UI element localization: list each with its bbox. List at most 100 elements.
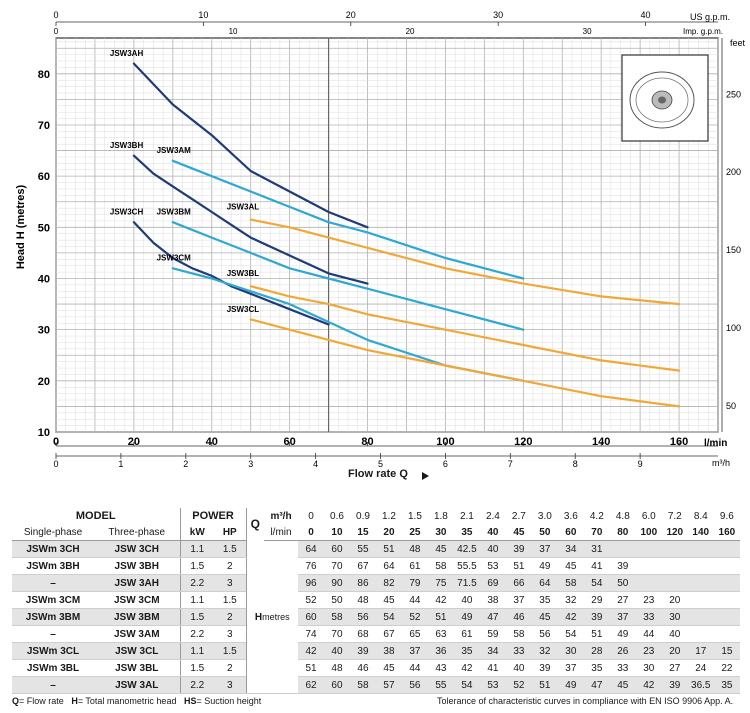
three-phase-model: JSW 3BL — [94, 659, 181, 677]
head-value: 27 — [609, 591, 636, 609]
head-value: 15 — [713, 642, 740, 660]
q-lmin-value: 100 — [635, 524, 662, 541]
head-value: 67 — [349, 557, 376, 575]
head-value — [687, 625, 714, 643]
top-unit-us: US g.p.m. — [690, 12, 730, 22]
head-value: 20 — [661, 591, 688, 609]
head-value: 39 — [349, 642, 376, 660]
head-value: 30 — [661, 608, 688, 626]
head-value: 71.5 — [453, 574, 480, 592]
q-lmin-value: 15 — [349, 524, 376, 541]
head-value: 51 — [505, 557, 532, 575]
series-label: JSW3AM — [157, 146, 192, 155]
head-value: 23 — [635, 642, 662, 660]
head-value: 64 — [298, 540, 324, 558]
q-lmin-value: 25 — [401, 524, 428, 541]
y-tick-label: 20 — [38, 376, 50, 388]
head-value: 45 — [531, 608, 558, 626]
head-value — [635, 574, 662, 592]
series-line-jsw3al — [249, 218, 681, 306]
y-tick-label: 80 — [38, 69, 50, 81]
head-value: 30 — [635, 659, 662, 677]
head-value: 67 — [375, 625, 402, 643]
series-line-jsw3bh — [132, 154, 369, 285]
head-value — [609, 540, 636, 558]
head-value: 60 — [324, 676, 350, 694]
series-label: JSW3CL — [227, 305, 260, 314]
head-value: 35 — [583, 659, 610, 677]
q-lmin-value: 20 — [375, 524, 402, 541]
three-phase-header: Three-phase — [94, 524, 181, 541]
power-hp: 2 — [214, 557, 247, 575]
series-line-jsw3ch — [132, 221, 330, 326]
head-value: 48 — [324, 659, 350, 677]
head-value: 50 — [609, 574, 636, 592]
head-value — [713, 625, 740, 643]
head-value: 64 — [531, 574, 558, 592]
h-metres-label: Hmetres — [245, 540, 299, 694]
head-value — [713, 591, 740, 609]
impeller-icon — [621, 54, 709, 142]
q-m3h-value: 8.4 — [693, 510, 708, 522]
us-gpm-tick-label: 20 — [346, 10, 356, 20]
q-lmin-value: 60 — [557, 524, 584, 541]
imp-gpm-tick-label: 10 — [229, 27, 238, 36]
power-hp: 1.5 — [214, 540, 247, 558]
head-value: 65 — [401, 625, 428, 643]
head-value: 55.5 — [453, 557, 480, 575]
head-value: 29 — [583, 591, 610, 609]
head-value: 58 — [324, 608, 350, 626]
power-hp: 3 — [214, 625, 247, 643]
x-axis-unit-m3h: m³/h — [712, 458, 730, 468]
q-lmin-value: 10 — [324, 524, 350, 541]
head-value: 74 — [298, 625, 324, 643]
head-value: 38 — [375, 642, 402, 660]
q-lmin-value: 70 — [583, 524, 610, 541]
head-value: 28 — [583, 642, 610, 660]
q-m3h-value: 2.4 — [485, 510, 500, 522]
us-gpm-tick-label: 0 — [53, 10, 58, 20]
q-m3h-value: 4.8 — [615, 510, 630, 522]
power-hp: 3 — [214, 574, 247, 592]
head-value: 68 — [349, 625, 376, 643]
head-value — [687, 540, 714, 558]
q-m3h-value: 0.9 — [356, 510, 370, 522]
head-value: 49 — [453, 608, 480, 626]
head-value: 42 — [427, 591, 454, 609]
head-value — [713, 540, 740, 558]
head-value: 66 — [505, 574, 532, 592]
imp-gpm-tick-label: 20 — [406, 27, 415, 36]
single-phase-model: JSWm 3CM — [12, 591, 94, 609]
x-tick-label: 60 — [284, 436, 296, 448]
head-value: 24 — [687, 659, 714, 677]
power-kw: 2.2 — [179, 676, 215, 694]
us-gpm-tick-label: 10 — [198, 10, 208, 20]
single-phase-model: – — [12, 625, 94, 643]
imp-gpm-tick-label: 30 — [583, 27, 592, 36]
head-value: 46 — [505, 608, 532, 626]
head-value: 32 — [531, 642, 558, 660]
top-unit-imp: Imp. g.p.m. — [683, 27, 723, 36]
m3h-tick-label: 9 — [638, 459, 643, 469]
q-m3h-value: 3.6 — [563, 510, 578, 522]
y-axis-label: Head H (metres) — [15, 184, 27, 269]
head-value: 70 — [324, 625, 350, 643]
three-phase-model: JSW 3BM — [94, 608, 181, 626]
head-value: 61 — [453, 625, 480, 643]
q-m3h-value: 9.6 — [719, 510, 734, 522]
head-value: 51 — [583, 625, 610, 643]
q-m3h-value: 3.0 — [537, 510, 552, 522]
series-label: JSW3CM — [157, 254, 192, 263]
m3h-tick-label: 2 — [183, 459, 188, 469]
power-kw: 1.1 — [179, 540, 215, 558]
q-m3h-value: 1.8 — [433, 510, 448, 522]
right-axis-unit: feet — [730, 38, 746, 48]
head-value: 44 — [401, 659, 428, 677]
head-value — [687, 608, 714, 626]
head-value: 42 — [635, 676, 662, 694]
head-value: 49 — [557, 676, 584, 694]
single-phase-model: JSWm 3CL — [12, 642, 94, 660]
q-lmin-value: 40 — [479, 524, 506, 541]
